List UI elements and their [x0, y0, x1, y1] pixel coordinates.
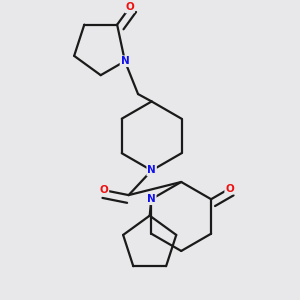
Text: O: O — [125, 2, 134, 12]
Text: O: O — [225, 184, 234, 194]
Text: O: O — [100, 185, 108, 195]
Text: N: N — [147, 166, 156, 176]
Text: N: N — [147, 194, 156, 204]
Text: N: N — [121, 56, 129, 66]
